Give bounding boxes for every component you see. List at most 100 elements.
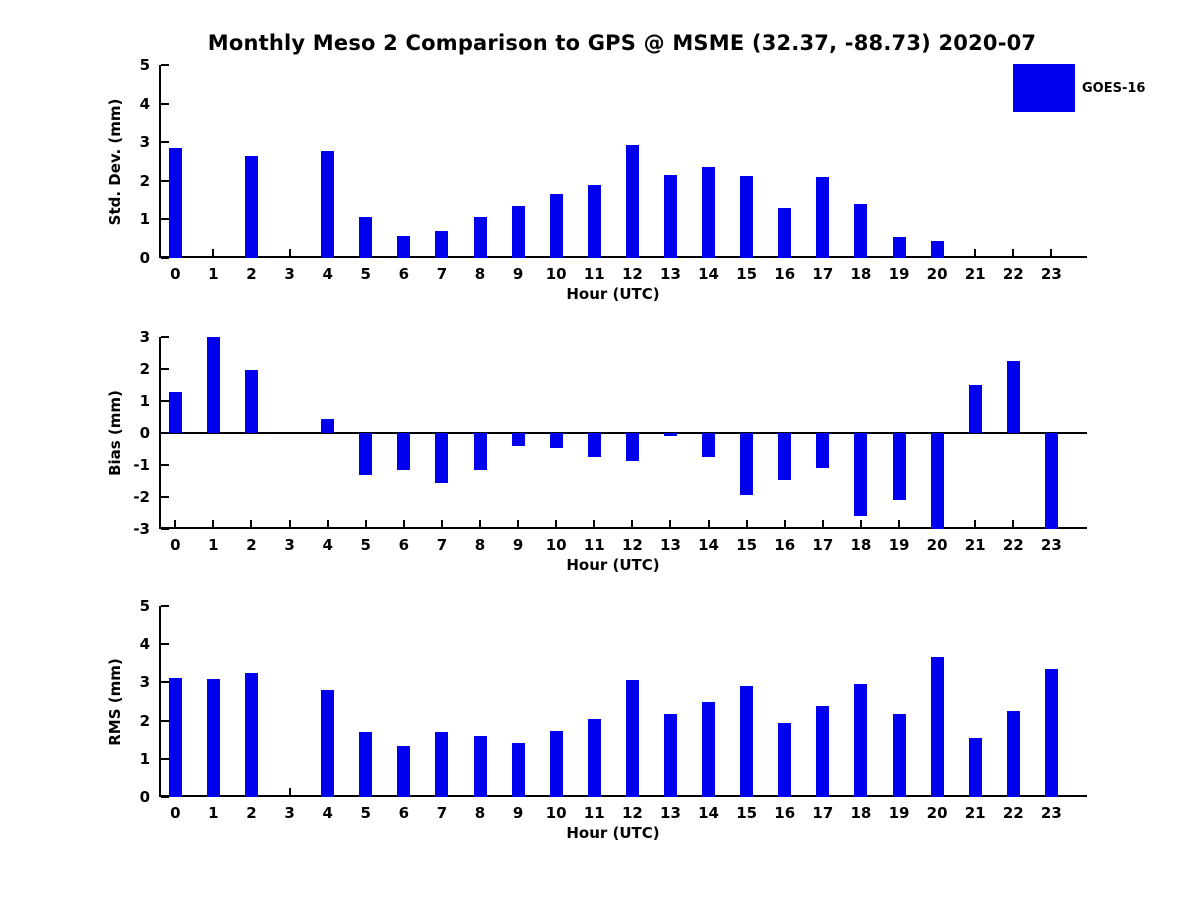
bar-hour-15: [740, 433, 754, 495]
x-axis-line: [159, 795, 1087, 797]
y-tick-mark: [161, 102, 169, 105]
x-tick-label: 20: [926, 804, 948, 822]
bar-hour-10: [549, 193, 563, 258]
x-tick-label: 9: [512, 536, 524, 554]
x-tick-label: 11: [583, 804, 605, 822]
x-tick-label: 13: [660, 536, 681, 554]
x-tick-label: 17: [812, 804, 834, 822]
y-tick-label: 2: [139, 171, 150, 190]
bar-hour-13: [663, 175, 677, 258]
x-tick-label: 12: [621, 804, 643, 822]
x-tick-label: 7: [436, 536, 448, 554]
bar-hour-18: [854, 433, 868, 517]
x-tick-label: 3: [284, 804, 295, 822]
y-tick-mark: [161, 643, 169, 646]
bar-hour-16: [778, 433, 792, 480]
x-tick-label: 6: [398, 804, 410, 822]
x-tick-label: 5: [360, 265, 371, 283]
x-tick-label: 8: [474, 265, 486, 283]
x-tick-label: 21: [964, 804, 986, 822]
bar-hour-7: [435, 731, 449, 797]
y-tick-mark: [161, 496, 169, 498]
x-tick-mark: [1050, 249, 1053, 258]
x-axis-label-hour-utc: Hour (UTC): [566, 556, 660, 574]
x-tick-label: 0: [170, 265, 181, 283]
x-tick-label: 7: [436, 265, 448, 283]
y-tick-label: 3: [139, 328, 150, 346]
x-tick-mark: [593, 520, 596, 529]
bar-hour-0: [168, 392, 182, 433]
bar-hour-5: [359, 217, 373, 258]
bar-hour-11: [587, 719, 601, 797]
y-tick-label: 1: [139, 392, 150, 410]
x-tick-label: 3: [284, 265, 295, 283]
bar-hour-18: [854, 684, 868, 797]
y-tick-mark: [161, 719, 169, 722]
x-tick-label: 6: [398, 265, 410, 283]
bar-hour-11: [587, 433, 601, 458]
x-tick-label: 2: [246, 536, 257, 554]
bar-hour-9: [511, 743, 525, 797]
y-tick-label: 3: [139, 133, 150, 152]
bar-hour-8: [473, 433, 487, 471]
y-tick-label: 3: [139, 673, 150, 692]
x-tick-mark: [707, 520, 710, 529]
legend-color-swatch: [1013, 64, 1075, 112]
x-tick-mark: [1012, 249, 1015, 258]
x-tick-label: 20: [926, 265, 948, 283]
x-tick-label: 23: [1040, 804, 1062, 822]
bar-hour-12: [625, 433, 639, 462]
y-tick-mark: [161, 218, 169, 221]
bar-hour-6: [397, 433, 411, 471]
bar-hour-7: [435, 433, 449, 483]
y-tick-mark: [161, 257, 169, 259]
bar-hour-22: [1006, 710, 1020, 797]
x-tick-label: 23: [1040, 536, 1062, 554]
x-tick-label: 3: [284, 536, 295, 554]
x-tick-label: 4: [322, 804, 333, 822]
x-tick-label: 12: [621, 265, 643, 283]
legend-label: GOES-16: [1082, 80, 1146, 96]
x-axis-label-hour-utc: Hour (UTC): [566, 285, 660, 303]
bar-hour-21: [968, 737, 982, 797]
bar-hour-23: [1044, 668, 1058, 797]
bar-hour-19: [892, 433, 906, 500]
bar-hour-17: [816, 706, 830, 797]
x-tick-label: 22: [1002, 804, 1024, 822]
x-tick-label: 18: [850, 804, 872, 822]
bar-hour-16: [778, 722, 792, 797]
x-tick-mark: [440, 520, 443, 529]
bar-hour-11: [587, 185, 601, 258]
x-tick-mark: [212, 249, 215, 258]
x-tick-mark: [174, 520, 177, 529]
x-tick-mark: [364, 520, 367, 529]
y-tick-label: 0: [139, 249, 150, 267]
x-tick-mark: [783, 520, 786, 529]
x-tick-label: 14: [698, 265, 719, 283]
x-tick-mark: [326, 520, 329, 529]
x-tick-mark: [250, 520, 253, 529]
bar-hour-5: [359, 731, 373, 797]
x-tick-label: 14: [698, 536, 719, 554]
x-tick-mark: [402, 520, 405, 529]
bar-hour-22: [1006, 360, 1020, 433]
x-tick-label: 12: [621, 536, 643, 554]
x-tick-mark: [288, 249, 291, 258]
x-tick-label: 15: [736, 804, 758, 822]
x-tick-label: 10: [545, 536, 567, 554]
bar-hour-4: [321, 418, 335, 433]
y-axis-line: [159, 606, 161, 797]
x-tick-mark: [669, 520, 672, 529]
x-tick-label: 1: [208, 265, 219, 283]
y-tick-mark: [161, 141, 169, 144]
bar-hour-15: [740, 175, 754, 258]
y-tick-label: -3: [133, 520, 150, 538]
y-tick-mark: [161, 796, 169, 798]
y-tick-label: 0: [139, 424, 150, 442]
bar-hour-17: [816, 433, 830, 468]
x-tick-label: 6: [398, 536, 410, 554]
x-tick-label: 0: [170, 536, 181, 554]
y-tick-mark: [161, 464, 169, 466]
bar-hour-4: [321, 151, 335, 258]
